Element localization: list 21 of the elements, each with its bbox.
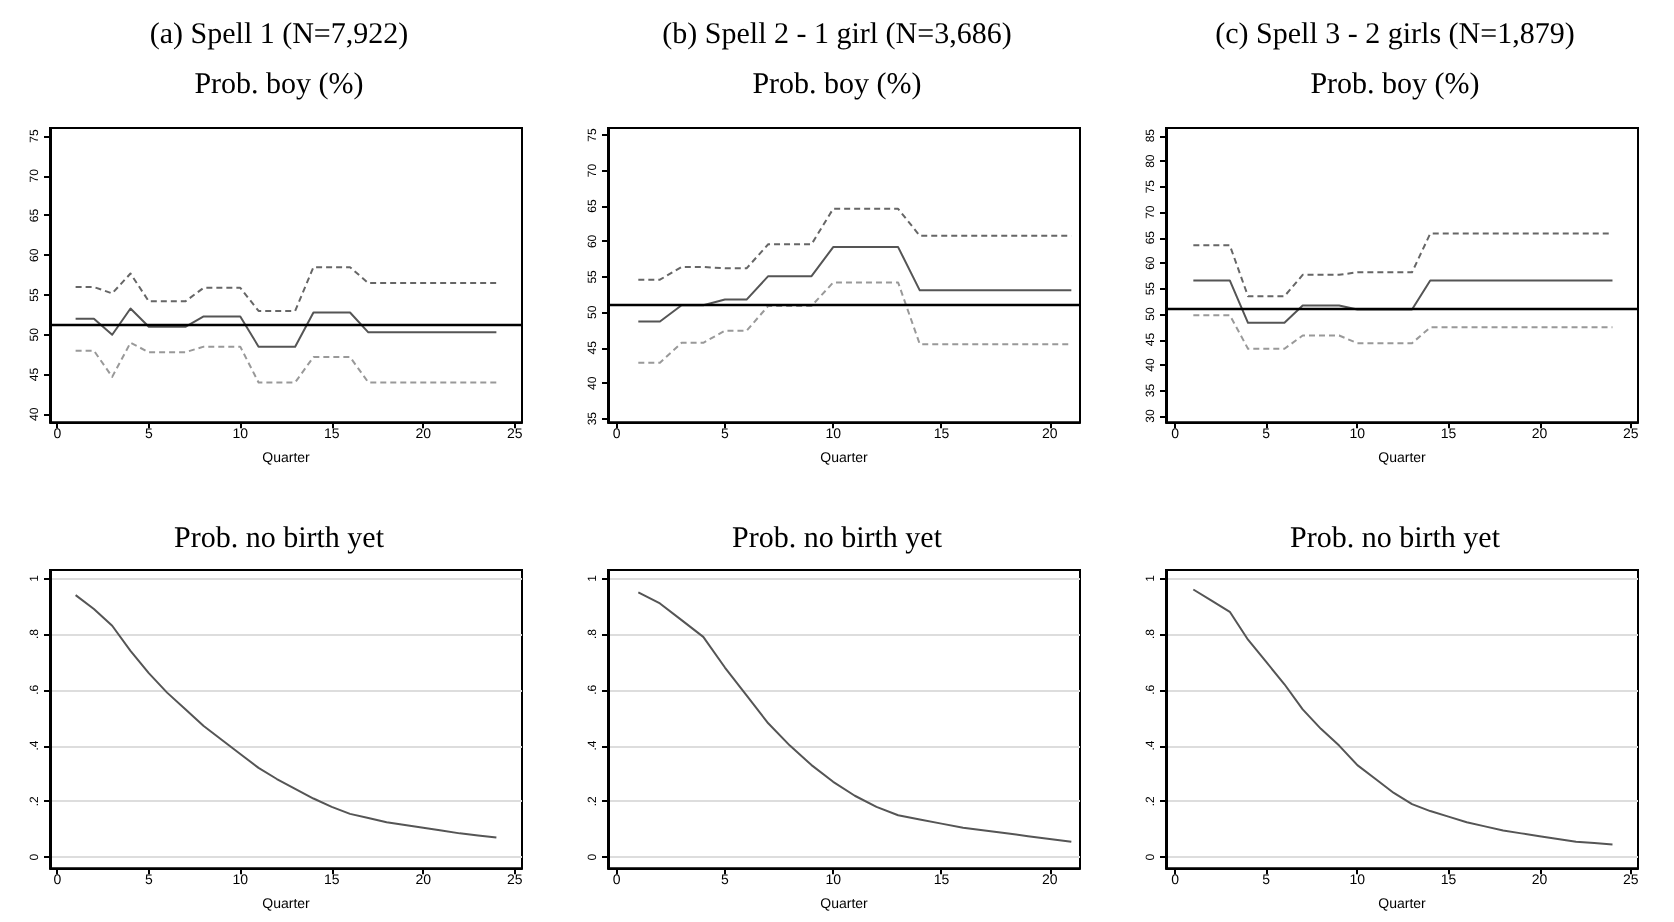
chart-title: Prob. no birth yet [1290,523,1502,555]
line-series [637,246,1073,323]
line-series [637,207,1073,281]
chart-title: (b) Spell 2 - 1 girl (N=3,686) [662,19,1012,51]
line-series [1192,279,1614,324]
line-series [74,266,498,312]
chart-title: (a) Spell 1 (N=7,922) [149,19,409,51]
chart-title: Prob. no birth yet [174,523,386,555]
line-series [1192,232,1614,298]
chart-subtitle: Prob. boy (%) [1310,69,1480,101]
line-series [637,281,1073,364]
line-series [74,307,498,348]
chart-subtitle: Prob. boy (%) [194,69,364,101]
chart-title: Prob. no birth yet [732,523,944,555]
line-series [1192,588,1614,846]
line-series [74,341,498,384]
chart-title: (c) Spell 3 - 2 girls (N=1,879) [1215,19,1575,51]
line-series [637,591,1073,843]
line-series [74,594,498,839]
line-series [1192,314,1614,350]
chart-subtitle: Prob. boy (%) [752,69,922,101]
